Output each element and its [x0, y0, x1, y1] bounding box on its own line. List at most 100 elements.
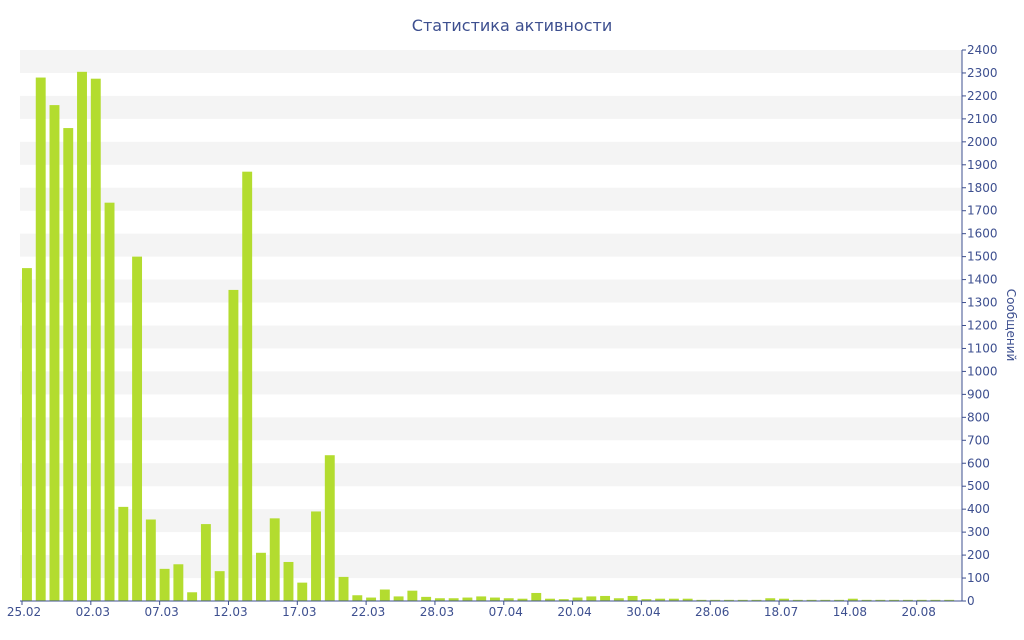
bar [696, 599, 707, 601]
grid-band [20, 463, 962, 487]
bar [820, 599, 831, 601]
y-tick-label: 1300 [967, 296, 998, 310]
bars [22, 71, 955, 602]
bar [187, 592, 198, 601]
bar [118, 506, 129, 601]
y-tick-label: 2300 [967, 66, 998, 80]
bar [751, 599, 762, 601]
bar [902, 599, 913, 601]
x-tick-label: 02.03 [76, 605, 110, 619]
x-tick-label: 07.04 [489, 605, 523, 619]
bar [613, 598, 624, 601]
bar [228, 289, 239, 601]
bar [173, 564, 184, 601]
bar [655, 598, 666, 601]
y-tick-label: 2000 [967, 135, 998, 149]
grid-band [20, 555, 962, 579]
grid-bands [20, 50, 962, 579]
bar [847, 598, 858, 601]
bar [930, 599, 941, 601]
bar [242, 171, 253, 601]
y-tick-label: 2400 [967, 43, 998, 57]
y-tick-label: 1000 [967, 364, 998, 378]
x-tick-label: 20.08 [902, 605, 936, 619]
x-tick-label: 28.06 [695, 605, 729, 619]
bar [22, 268, 32, 601]
bar [668, 598, 679, 601]
x-tick-label: 07.03 [144, 605, 178, 619]
bar [545, 598, 555, 601]
grid-band [20, 233, 962, 257]
y-tick-label: 200 [967, 548, 990, 562]
bar [200, 524, 211, 601]
grid-band [20, 187, 962, 211]
y-tick-label: 1700 [967, 204, 998, 218]
bar [462, 597, 473, 601]
bar [407, 590, 418, 601]
y-tick-label: 1800 [967, 181, 998, 195]
y-tick-label: 500 [967, 479, 990, 493]
bar [352, 595, 363, 601]
bar [806, 599, 817, 601]
y-tick-label: 600 [967, 456, 990, 470]
y-tick-label: 400 [967, 502, 990, 516]
bar [765, 598, 776, 601]
bar [366, 597, 377, 601]
bar [724, 599, 734, 601]
grid-band [20, 325, 962, 349]
y-axis-label: Сообщений [1004, 289, 1018, 362]
bar [490, 597, 500, 601]
bar [35, 77, 46, 602]
y-tick-label: 900 [967, 387, 990, 401]
grid-band [20, 417, 962, 441]
bar [572, 597, 583, 601]
bar [324, 455, 335, 601]
bar [710, 599, 721, 601]
bar [311, 511, 321, 601]
y-axis: 0 100 200 300 400 500 600 700 800 900 1000 1100 1200… [962, 43, 998, 608]
chart-title: Статистика активности [412, 16, 612, 35]
grid-band [20, 509, 962, 533]
x-tick-label: 28.03 [420, 605, 454, 619]
grid-band [20, 279, 962, 303]
bar [792, 599, 803, 601]
x-axis: 25.02 02.03 07.03 12.03 17.03 22.03 28.03 07.04… [7, 601, 936, 619]
bar [834, 599, 845, 601]
y-tick-label: 700 [967, 433, 990, 447]
bar [159, 568, 170, 601]
x-tick-label: 14.08 [833, 605, 867, 619]
bar [421, 596, 432, 601]
y-tick-label: 1200 [967, 319, 998, 333]
bar [90, 78, 101, 601]
bar [779, 598, 789, 601]
y-tick-label: 1100 [967, 341, 998, 355]
bar [434, 598, 445, 601]
y-tick-label: 300 [967, 525, 990, 539]
bar [132, 256, 143, 601]
bar [256, 552, 266, 601]
bar [641, 599, 652, 601]
bar [63, 128, 74, 601]
bar [104, 202, 115, 601]
y-tick-label: 1500 [967, 250, 998, 264]
bar [503, 598, 514, 601]
bar [49, 105, 60, 601]
bar [269, 518, 280, 601]
y-tick-label: 0 [967, 594, 975, 608]
y-tick-label: 1600 [967, 227, 998, 241]
bar [600, 595, 611, 601]
y-tick-label: 1400 [967, 273, 998, 287]
x-tick-label: 25.02 [7, 605, 41, 619]
y-tick-label: 2100 [967, 112, 998, 126]
bar [297, 582, 308, 601]
bar [214, 571, 225, 601]
bar [558, 599, 569, 601]
x-tick-label: 30.04 [626, 605, 660, 619]
bar [77, 71, 87, 601]
grid-band [20, 141, 962, 165]
bar [338, 576, 349, 601]
grid-band [20, 95, 962, 119]
bar [448, 598, 459, 601]
bar [586, 596, 597, 601]
bar [737, 599, 748, 601]
